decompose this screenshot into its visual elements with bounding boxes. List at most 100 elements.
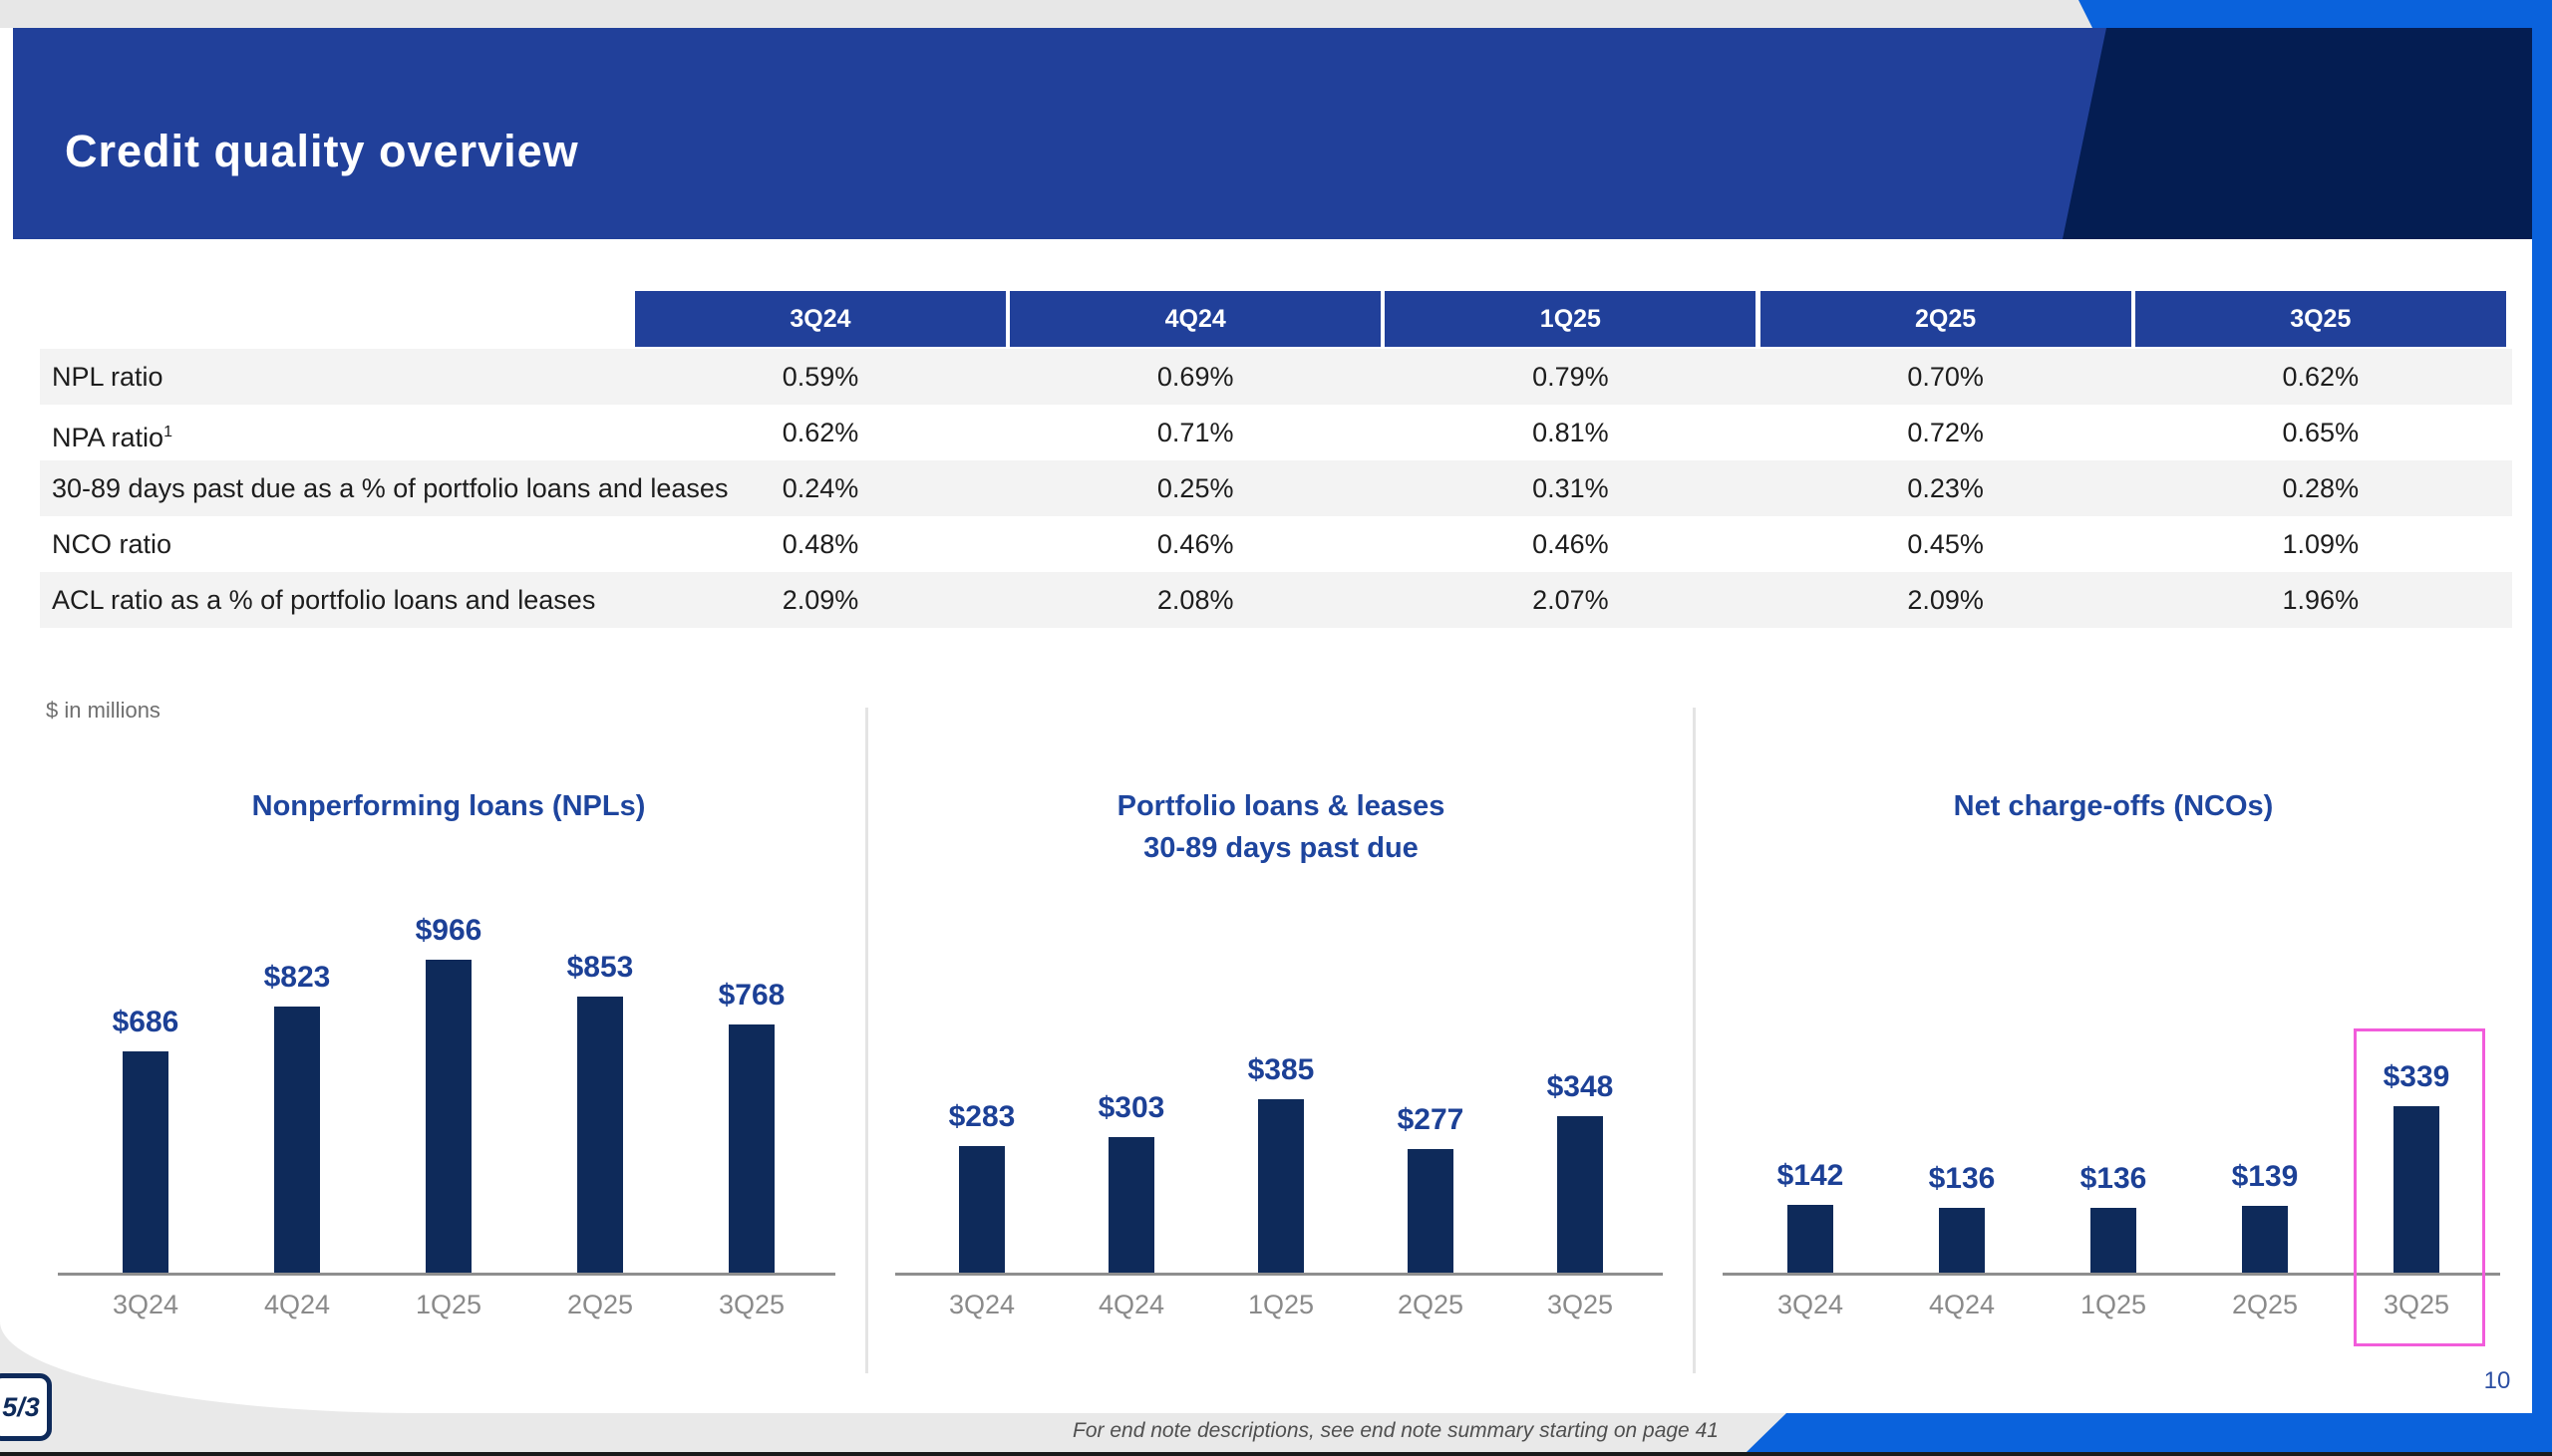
table-cell: 0.59%: [782, 362, 859, 392]
x-axis-tick-label: 2Q25: [566, 1290, 634, 1319]
bar-value-label: $686: [112, 1006, 179, 1038]
bar-4Q24: [1939, 1208, 1985, 1276]
bar-value-label: $385: [1247, 1053, 1315, 1086]
chart-title: Net charge-offs (NCOs): [1705, 785, 2522, 827]
table-cell: 0.72%: [1907, 418, 1984, 447]
bar-4Q24: [274, 1007, 320, 1276]
row-label: NPA ratio1: [52, 423, 172, 452]
bar-3Q24: [1787, 1205, 1833, 1276]
bar-value-label: $277: [1397, 1103, 1464, 1136]
table-cell: 0.81%: [1532, 418, 1609, 447]
table-cell: 0.69%: [1156, 362, 1234, 392]
bar-value-label: $142: [1776, 1159, 1844, 1192]
bar-value-label: $853: [566, 951, 634, 984]
table-cell: 2.09%: [782, 585, 859, 615]
fifth-third-logo-icon: 5/3: [0, 1373, 52, 1441]
bar-3Q25: [2393, 1106, 2439, 1276]
x-axis-tick-label: 3Q25: [2383, 1290, 2450, 1319]
table-column-header: 4Q24: [1010, 291, 1382, 347]
table-column-header: 3Q25: [2134, 291, 2506, 347]
highlight-box: [2354, 1028, 2485, 1346]
chart-title-line: Net charge-offs (NCOs): [1953, 790, 2274, 822]
bar-1Q25: [426, 960, 472, 1276]
table-cell: 0.46%: [1156, 529, 1234, 559]
bar-4Q24: [1109, 1137, 1154, 1276]
bar-3Q25: [729, 1024, 775, 1276]
bar-value-label: $823: [263, 961, 331, 994]
bar-value-label: $303: [1098, 1091, 1165, 1124]
bar-1Q25: [2090, 1208, 2136, 1276]
footer-band-gray: [0, 1413, 1786, 1452]
bar-3Q24: [959, 1146, 1005, 1276]
bar-1Q25: [1258, 1099, 1304, 1276]
table-cell: 0.23%: [1907, 473, 1984, 503]
x-axis-tick-label: 3Q24: [948, 1290, 1016, 1319]
table-column-header: 2Q25: [1759, 291, 2131, 347]
bar-3Q25: [1557, 1116, 1603, 1276]
bar-2Q25: [577, 997, 623, 1276]
bar-value-label: $768: [718, 979, 786, 1012]
table-cell: 2.07%: [1532, 585, 1609, 615]
table-cell: 0.46%: [1532, 529, 1609, 559]
chart-nonperforming-loans: Nonperforming loans (NPLs) $686 3Q24 $823 4…: [40, 757, 857, 1375]
table-row: NCO ratio 0.48% 0.46% 0.46% 0.45% 1.09%: [40, 516, 2512, 572]
table-cell: 0.79%: [1532, 362, 1609, 392]
x-axis-tick-label: 4Q24: [1098, 1290, 1165, 1319]
bar-value-label: $136: [2079, 1162, 2147, 1195]
x-axis-tick-label: 2Q25: [1397, 1290, 1464, 1319]
bar-value-label: $966: [415, 914, 482, 947]
units-note: $ in millions: [46, 698, 160, 723]
chart-divider-left: [865, 708, 868, 1373]
bar-value-label: $139: [2231, 1160, 2299, 1193]
table-row: ACL ratio as a % of portfolio loans and …: [40, 572, 2512, 628]
bar-value-label: $348: [1546, 1070, 1614, 1103]
x-axis-tick-label: 3Q24: [112, 1290, 179, 1319]
table-cell: 2.08%: [1156, 585, 1234, 615]
table-cell: 0.62%: [782, 418, 859, 447]
chart-title-line: Portfolio loans & leases: [1116, 790, 1445, 822]
page-title: Credit quality overview: [65, 126, 579, 176]
x-axis-tick-label: 1Q25: [415, 1290, 482, 1319]
table-cell: 1.09%: [2282, 529, 2360, 559]
banner-corner-decoration: [2063, 28, 2532, 239]
table-row: NPL ratio 0.59% 0.69% 0.79% 0.70% 0.62%: [40, 349, 2512, 405]
table-cell: 0.24%: [782, 473, 859, 503]
x-axis-tick-label: 3Q25: [1546, 1290, 1614, 1319]
table-cell: 0.48%: [782, 529, 859, 559]
table-cell: 1.96%: [2282, 585, 2360, 615]
x-axis-tick-label: 4Q24: [263, 1290, 331, 1319]
chart-plot: $142 3Q24 $136 4Q24 $136 1Q25 $139 2Q25 $339 3Q25: [1735, 757, 2492, 1319]
x-axis-tick-label: 3Q24: [1776, 1290, 1844, 1319]
table-row: 30-89 days past due as a % of portfolio …: [40, 460, 2512, 516]
table-cell: 0.62%: [2282, 362, 2360, 392]
x-axis-tick-label: 1Q25: [1247, 1290, 1315, 1319]
bar-2Q25: [2242, 1206, 2288, 1276]
chart-plot: $686 3Q24 $823 4Q24 $966 1Q25 $853 2Q25 $768 3Q25: [70, 757, 827, 1319]
x-axis-tick-label: 4Q24: [1928, 1290, 1996, 1319]
title-banner: Credit quality overview: [13, 28, 2532, 239]
chart-title-line: 30-89 days past due: [1143, 832, 1419, 864]
bar-value-label: $136: [1928, 1162, 1996, 1195]
table-column-header: 3Q24: [635, 291, 1006, 347]
bar-value-label: $283: [948, 1100, 1016, 1133]
table-cell: 2.09%: [1907, 585, 1984, 615]
footer-band-blue: © Fifth Third Bancorp | All Rights Reser…: [1747, 1413, 2552, 1452]
table-cell: 0.71%: [1156, 418, 1234, 447]
x-axis-tick-label: 2Q25: [2231, 1290, 2299, 1319]
chart-title: Nonperforming loans (NPLs): [40, 785, 857, 827]
x-axis-tick-label: 1Q25: [2079, 1290, 2147, 1319]
x-axis-line: [1723, 1273, 2500, 1276]
bar-value-label: $339: [2383, 1060, 2450, 1093]
endnote-text: For end note descriptions, see end note …: [1073, 1419, 1719, 1442]
bar-3Q24: [123, 1051, 168, 1276]
table-row: NPA ratio1 0.62% 0.71% 0.81% 0.72% 0.65%: [40, 405, 2512, 460]
bar-2Q25: [1408, 1149, 1453, 1276]
row-label: ACL ratio as a % of portfolio loans and …: [52, 585, 596, 615]
chart-divider-right: [1693, 708, 1696, 1373]
chart-title-line: Nonperforming loans (NPLs): [251, 790, 646, 822]
table-column-header: 1Q25: [1385, 291, 1756, 347]
row-label: NCO ratio: [52, 529, 172, 559]
accent-right-strip: [2532, 28, 2552, 1413]
accent-top-decoration: [2078, 0, 2552, 28]
